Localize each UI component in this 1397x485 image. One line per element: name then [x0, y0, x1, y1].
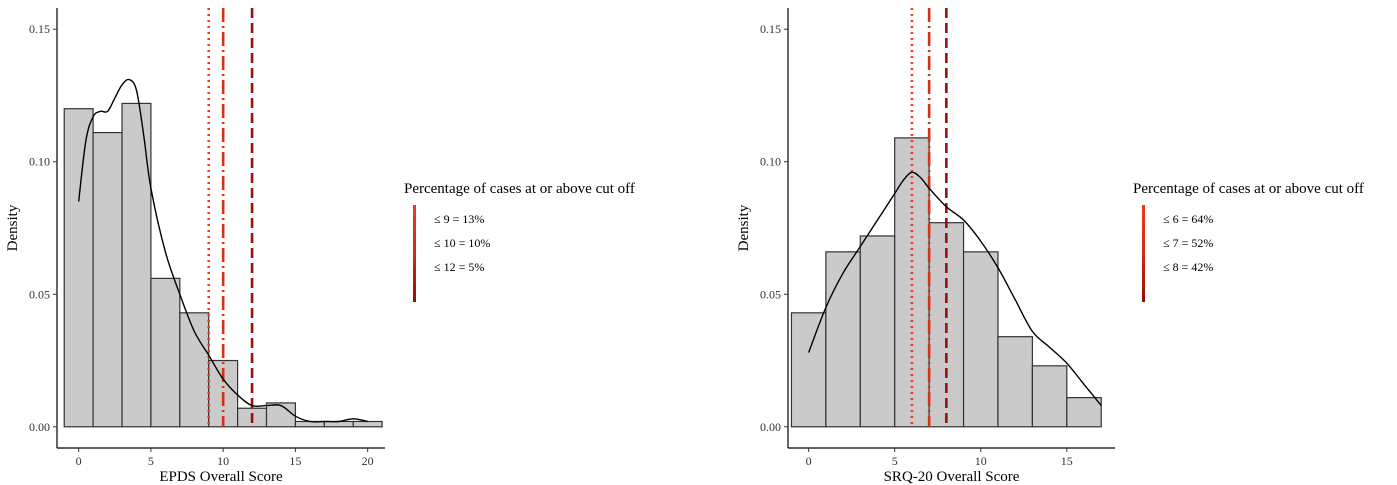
histogram-bar	[92, 131, 123, 428]
histogram-bar	[150, 277, 181, 428]
legend-title: Percentage of cases at or above cut off	[404, 181, 635, 197]
legend-title: Percentage of cases at or above cut off	[1133, 181, 1364, 197]
legend-color-bar	[413, 205, 416, 302]
chart-panel-epds: 0 5 10 15 20 0.00 0.05 0.10 0.15 EPDS Overall Sc…	[5, 8, 635, 485]
y-axis-title: Density	[736, 204, 752, 251]
histogram-bar	[962, 251, 999, 428]
histogram-bar	[790, 312, 827, 428]
legend-entry: ≤ 10 = 10%	[434, 236, 490, 250]
chart-panel-srq20: 0 5 10 15 0.00 0.05 0.10 0.15 SRQ-20 Overall Sc…	[736, 8, 1364, 485]
legend-color-bar	[1142, 205, 1145, 302]
x-tick-label: 0	[76, 454, 82, 468]
legend: Percentage of cases at or above cut off …	[404, 181, 635, 302]
legend-entry: ≤ 8 = 42%	[1163, 260, 1213, 274]
histogram-bar	[894, 137, 930, 428]
cutoff-lines	[910, 8, 948, 427]
histogram-bar	[352, 420, 383, 428]
histogram-bar	[859, 235, 896, 428]
y-tick-label: 0.10	[760, 155, 781, 169]
x-axis-title: SRQ-20 Overall Score	[884, 469, 1020, 485]
cutoff-lines	[207, 8, 254, 427]
density-curve	[77, 78, 368, 423]
histogram-bar	[1066, 397, 1102, 428]
x-tick-label: 15	[1061, 454, 1073, 468]
histogram-bar	[825, 251, 861, 428]
y-tick-label: 0.05	[29, 287, 50, 301]
x-tick-label: 20	[362, 454, 374, 468]
y-axis-title: Density	[5, 204, 21, 251]
legend-entry: ≤ 6 = 64%	[1163, 212, 1213, 226]
legend-entry: ≤ 9 = 13%	[434, 212, 484, 226]
histogram-bar	[1031, 365, 1068, 428]
y-tick-label: 0.10	[29, 155, 50, 169]
x-tick-label: 10	[217, 454, 229, 468]
x-tick-label: 0	[806, 454, 812, 468]
x-tick-label: 10	[975, 454, 987, 468]
axis-ticks: 0 5 10 15 0.00 0.05 0.10 0.15	[760, 22, 1073, 468]
x-tick-label: 15	[289, 454, 301, 468]
axes	[787, 8, 1115, 449]
axis-ticks: 0 5 10 15 20 0.00 0.05 0.10 0.15	[29, 22, 374, 468]
x-tick-label: 5	[892, 454, 898, 468]
histogram-bar	[997, 336, 1033, 428]
histogram-bar	[323, 420, 354, 428]
y-tick-label: 0.00	[29, 420, 50, 434]
y-tick-label: 0.15	[760, 22, 781, 36]
x-tick-label: 5	[148, 454, 154, 468]
legend: Percentage of cases at or above cut off …	[1133, 181, 1364, 302]
axes	[56, 8, 385, 449]
histogram-bar	[63, 108, 94, 428]
histogram-bar	[265, 402, 297, 428]
histogram-bars	[790, 137, 1102, 428]
histogram-bar	[179, 312, 210, 428]
y-tick-label: 0.15	[29, 22, 50, 36]
legend-entry: ≤ 12 = 5%	[434, 260, 484, 274]
legend-entry: ≤ 7 = 52%	[1163, 236, 1213, 250]
x-axis-title: EPDS Overall Score	[159, 469, 283, 485]
density-curve	[807, 171, 1102, 407]
y-tick-label: 0.00	[760, 420, 781, 434]
histogram-bar	[121, 102, 152, 428]
y-tick-label: 0.05	[760, 287, 781, 301]
